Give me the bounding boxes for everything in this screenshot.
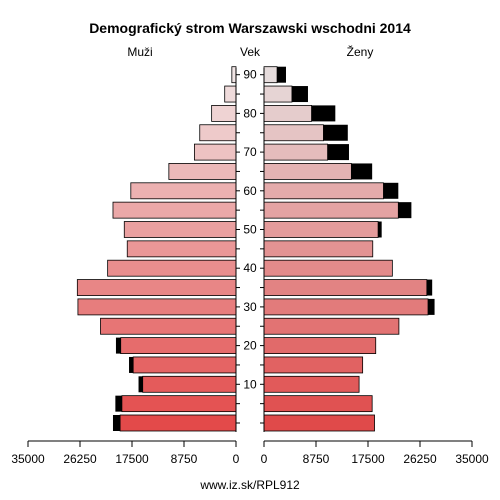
male-bar-70-74	[193, 143, 237, 161]
male-bar-25-29	[100, 317, 237, 335]
x-axis-females: 0 8750 17500 26250 35000	[261, 440, 489, 466]
x-tick-label-right: 35000	[455, 452, 489, 466]
male-bar-30-34	[77, 298, 237, 316]
female-bar-60-64	[263, 182, 384, 200]
male-bar-20-24	[120, 337, 237, 355]
x-tick-label-left: 26250	[63, 452, 97, 466]
female-bar-0-4	[263, 414, 375, 432]
male-bar-40-44	[107, 259, 237, 277]
female-excess-35-39	[426, 279, 433, 296]
female-bar-75-79	[263, 124, 324, 142]
age-tick-label: 70	[243, 145, 257, 159]
x-tick-label-right: 0	[261, 452, 268, 466]
x-tick-label-left: 8750	[171, 452, 198, 466]
female-bar-45-49	[263, 240, 374, 258]
male-excess-15-19	[129, 356, 134, 373]
female-excess-70-74	[327, 144, 349, 161]
x-tick-label-right: 26250	[403, 452, 437, 466]
age-tick-label: 50	[243, 223, 257, 237]
male-bar-60-64	[130, 182, 237, 200]
female-excess-60-64	[383, 182, 399, 199]
age-tick-label: 40	[243, 261, 257, 275]
female-bar-50-54	[263, 221, 379, 238]
male-bar-10-14	[142, 375, 237, 393]
male-bar-0-4	[119, 414, 237, 432]
female-excess-55-59	[398, 202, 412, 219]
footer-url: www.iz.sk/RPL912	[199, 478, 300, 492]
male-bar-5-9	[121, 395, 237, 413]
female-excess-85-89	[291, 86, 308, 103]
female-bar-40-44	[263, 259, 393, 277]
age-axis: 10 20 30 40 50 60 70 80 90	[235, 68, 265, 432]
female-excess-50-54	[378, 221, 382, 238]
age-tick-label: 90	[243, 68, 257, 82]
male-bar-15-19	[132, 356, 237, 374]
female-excess-80-84	[311, 105, 336, 122]
male-bar-75-79	[199, 124, 237, 142]
male-excess-20-24	[115, 337, 121, 354]
female-bar-10-14	[263, 375, 360, 393]
female-bar-5-9	[263, 395, 373, 413]
female-bar-20-24	[263, 337, 377, 355]
male-excess-10-14	[138, 376, 143, 393]
female-bars	[263, 66, 435, 432]
male-bars	[76, 66, 237, 432]
left-label-males: Muži	[127, 45, 152, 59]
male-bar-35-39	[76, 279, 237, 296]
male-bar-65-69	[168, 163, 237, 180]
male-bar-85-89	[224, 85, 237, 103]
female-bar-55-59	[263, 201, 399, 219]
female-excess-90+	[277, 66, 286, 83]
x-tick-label-left: 35000	[11, 452, 45, 466]
male-excess-5-9	[115, 395, 122, 412]
female-excess-75-79	[323, 124, 348, 141]
male-bar-80-84	[211, 105, 237, 122]
female-bar-70-74	[263, 143, 328, 161]
age-tick-label: 10	[243, 377, 257, 391]
chart-title: Demografický strom Warszawski wschodni 2…	[89, 20, 411, 36]
female-bar-15-19	[263, 356, 364, 374]
female-bar-30-34	[263, 298, 429, 316]
male-bar-45-49	[126, 240, 237, 258]
age-tick-label: 30	[243, 300, 257, 314]
female-excess-30-34	[428, 298, 435, 315]
x-tick-label-right: 8750	[303, 452, 330, 466]
age-tick-label: 20	[243, 339, 257, 353]
x-tick-label-right: 17500	[351, 452, 385, 466]
age-tick-label: 60	[243, 184, 257, 198]
female-bar-35-39	[263, 279, 428, 296]
male-bar-50-54	[123, 221, 237, 238]
female-excess-65-69	[351, 163, 373, 180]
right-label-females: Ženy	[347, 44, 374, 59]
male-bar-90+	[231, 66, 237, 84]
female-bar-25-29	[263, 317, 400, 335]
male-excess-0-4	[112, 415, 121, 431]
age-tick-label: 80	[243, 106, 257, 120]
center-label-age: Vek	[240, 45, 261, 59]
female-bar-80-84	[263, 105, 312, 122]
female-bar-90+	[263, 66, 278, 84]
x-tick-label-left: 17500	[115, 452, 149, 466]
female-bar-65-69	[263, 163, 352, 180]
male-bar-55-59	[112, 201, 237, 219]
female-bar-85-89	[263, 85, 293, 103]
x-tick-label-left: 0	[233, 452, 240, 466]
x-axis-males: 35000 26250 17500 8750 0	[11, 440, 240, 466]
